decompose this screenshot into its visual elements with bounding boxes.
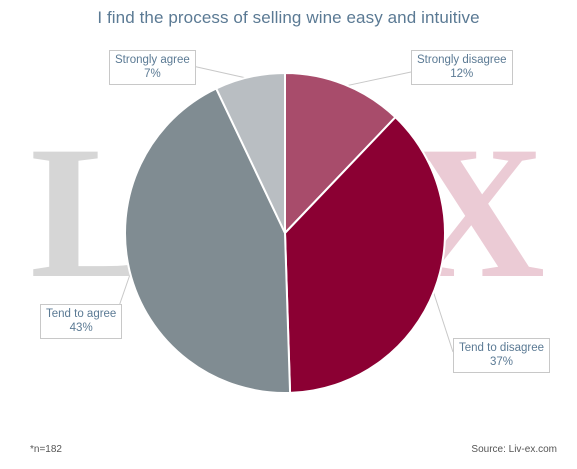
slice-label-name: Strongly agree xyxy=(115,54,190,66)
slice-label-name: Tend to disagree xyxy=(459,342,545,354)
slice-label-strongly-disagree: Strongly disagree 12% xyxy=(411,50,513,85)
pie-slice-strongly-agree xyxy=(214,71,286,234)
chart-title: I find the process of selling wine easy … xyxy=(97,8,480,27)
pie-slices xyxy=(124,71,446,394)
pie-slice-tend-to-disagree xyxy=(283,115,446,394)
slice-label-value: 43% xyxy=(69,322,93,334)
source-note: Source: Liv-ex.com xyxy=(471,444,557,455)
slice-label-value: 37% xyxy=(490,356,514,368)
pie-slice-tend-to-agree xyxy=(124,87,292,394)
slice-label-tend-to-agree: Tend to agree 43% xyxy=(40,304,123,339)
slice-label-tend-to-disagree: Tend to disagree 37% xyxy=(453,338,551,373)
leader-lines xyxy=(116,64,454,353)
sample-size-note: *n=182 xyxy=(30,444,62,455)
pie-slice-strongly-disagree xyxy=(284,71,397,236)
leader-line-tend-to-disagree xyxy=(432,289,454,353)
leader-line-strongly-agree xyxy=(187,64,251,80)
leader-line-strongly-disagree xyxy=(343,71,412,87)
slice-label-name: Strongly disagree xyxy=(417,54,507,66)
slice-label-value: 7% xyxy=(144,68,161,80)
slice-label-name: Tend to agree xyxy=(46,308,117,320)
slice-label-strongly-agree: Strongly agree 7% xyxy=(109,50,196,85)
slice-label-value: 12% xyxy=(450,68,474,80)
